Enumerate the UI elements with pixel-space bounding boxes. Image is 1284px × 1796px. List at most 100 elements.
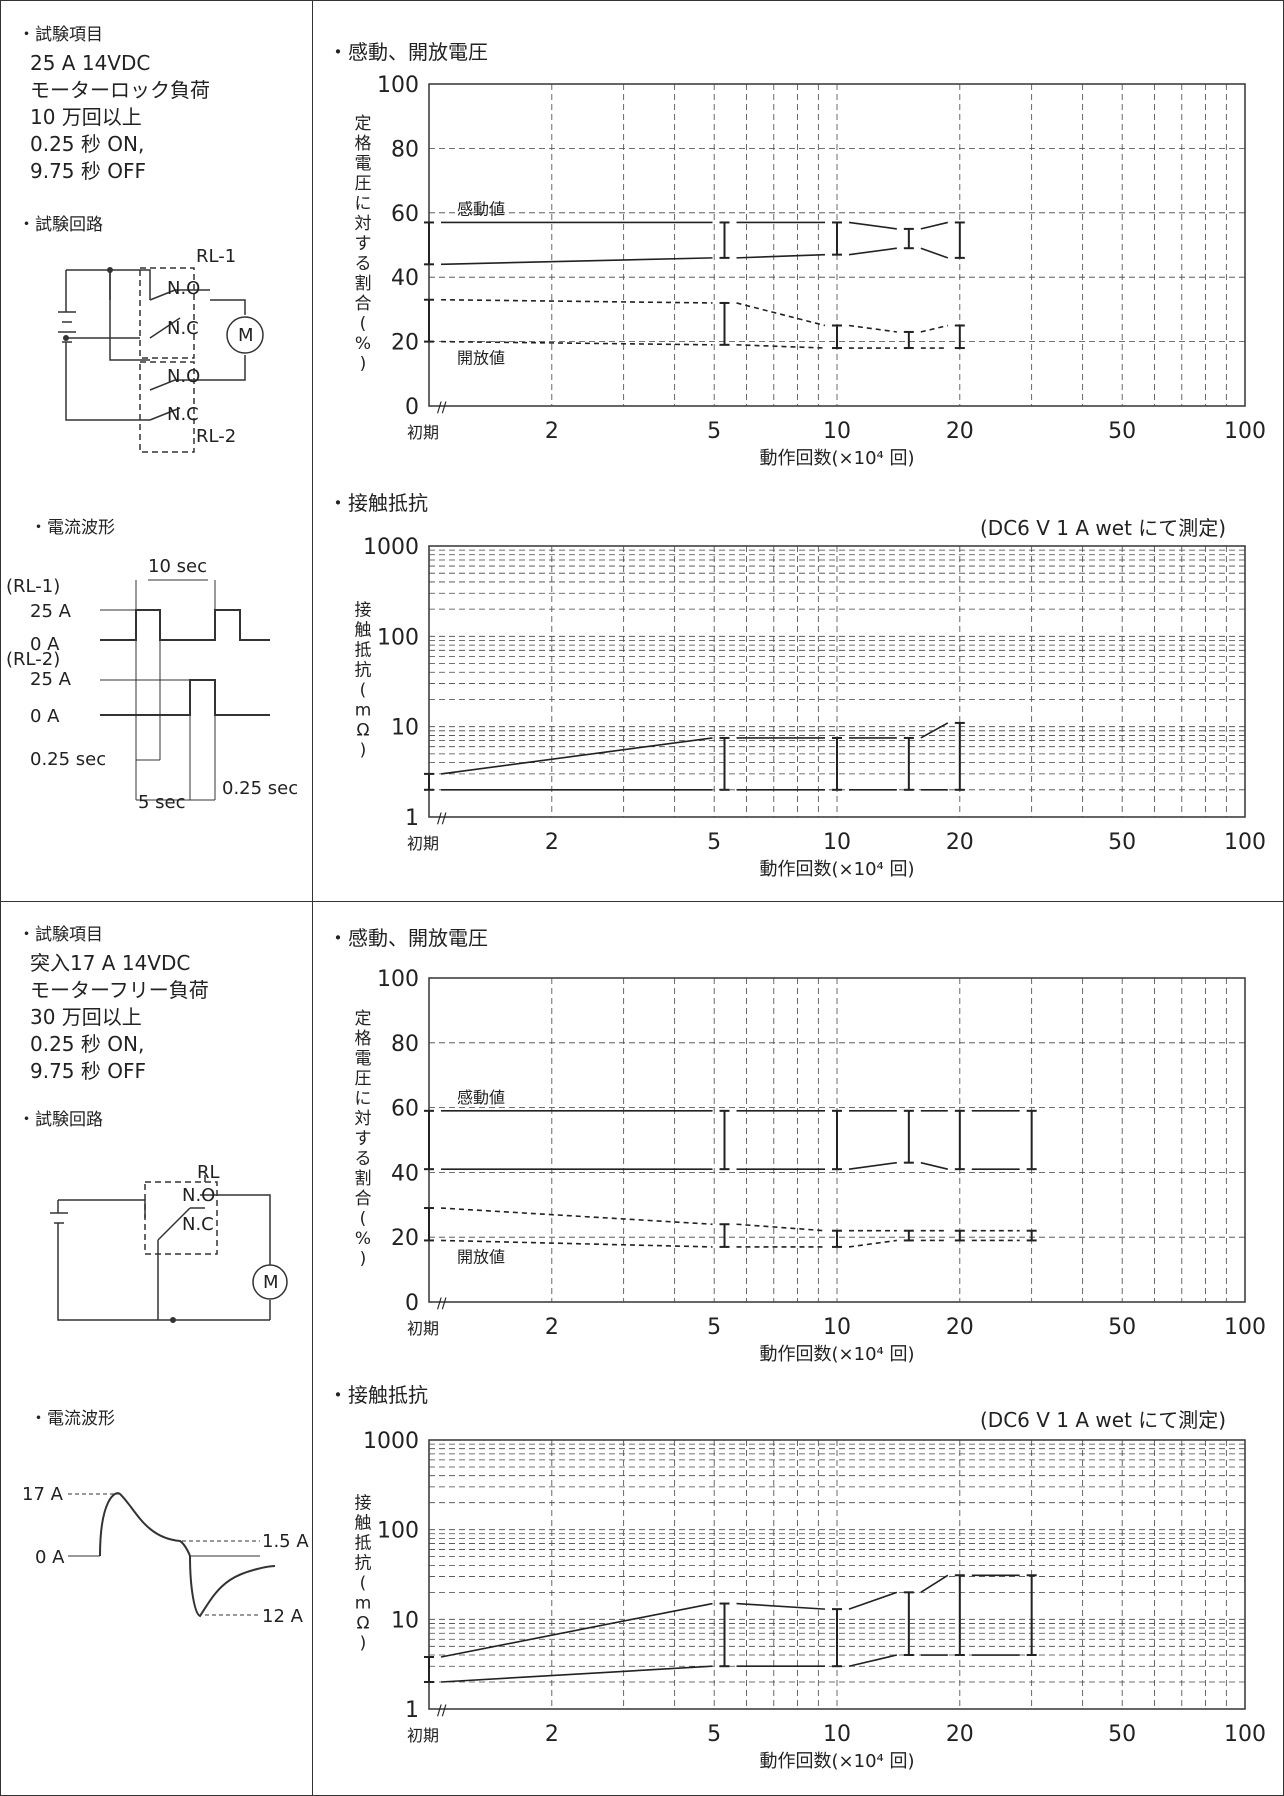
chart4-yaxis-label-char: Ω	[357, 1614, 370, 1634]
chart3-xtick-label: 2	[545, 1315, 559, 1340]
chart3-min-line	[920, 1161, 949, 1170]
s2-motor-label: M	[263, 1272, 279, 1293]
chart1-xaxis-label: 動作回数(×10⁴ 回)	[760, 448, 915, 469]
chart4-xaxis-label: 動作回数(×10⁴ 回)	[760, 1751, 915, 1772]
chart3-ytick-label: 80	[391, 1032, 419, 1057]
chart4-min-line	[848, 1654, 898, 1667]
chart1-yaxis-label-char: 対	[355, 214, 372, 234]
s1-wave-0a-1: 0 A	[30, 634, 60, 655]
s2-circuit-label: ・試験回路	[18, 1110, 103, 1130]
chart3-annotation: 開放値	[457, 1247, 505, 1266]
s1-wave-rl1: (RL-1)	[6, 576, 60, 597]
chart2-axis-break-mark: //	[437, 811, 447, 827]
chart3-yaxis-label-char: る	[355, 1149, 372, 1169]
chart1-yaxis-label-char: 圧	[355, 174, 372, 194]
chart1-ytick-label: 20	[391, 331, 419, 356]
chart1-min-line	[440, 340, 713, 346]
chart3-xtick-label: 初期	[407, 1319, 439, 1338]
chart4-xtick-label: 初期	[407, 1726, 439, 1745]
chart1-ytick-label: 40	[391, 266, 419, 291]
chart1-max-line	[920, 324, 949, 333]
chart1-min-line	[848, 247, 897, 256]
s1-wave-0a-2: 0 A	[30, 706, 60, 727]
chart2-ytick-label: 1	[405, 806, 419, 831]
chart4-yaxis-label-char: (	[360, 1574, 367, 1594]
chart2-ytick-label: 10	[391, 716, 419, 741]
chart4-max-line	[440, 1602, 713, 1658]
chart1-max-line	[440, 298, 713, 304]
chart1-annotation: 開放値	[457, 349, 505, 368]
chart4-title: ・接触抵抗	[328, 1383, 428, 1407]
chart1-xtick-label: 20	[946, 419, 974, 444]
chart4-max-line	[848, 1591, 898, 1610]
chart2-yaxis-label-char: (	[360, 681, 367, 701]
chart3-yaxis-label-char: 格	[355, 1029, 372, 1049]
chart3-yaxis-label-char: 合	[355, 1189, 372, 1209]
chart3-title: ・感動、開放電圧	[328, 926, 488, 950]
chart1-max-line	[848, 221, 897, 230]
chart2-xtick-label: 5	[707, 830, 721, 855]
s2-spec-line: 30 万回以上	[30, 1005, 142, 1029]
chart2-xtick-label: 初期	[407, 834, 439, 853]
chart1-yaxis-label-char: 定	[355, 114, 372, 134]
chart4-ytick-label: 100	[377, 1519, 419, 1544]
chart3-xtick-label: 5	[707, 1315, 721, 1340]
chart4-ytick-label: 1000	[363, 1429, 419, 1454]
s2-rl-label: RL	[197, 1162, 220, 1183]
s2-test-item-label: ・試験項目	[18, 925, 103, 945]
chart4-ytick-label: 10	[391, 1608, 419, 1633]
chart2-max-line	[440, 737, 713, 775]
chart2-yaxis-label-char: )	[360, 741, 367, 761]
chart3-yaxis-label-char: 電	[355, 1049, 372, 1069]
s1-nc1-label: N.C	[167, 318, 199, 339]
chart1-max-line	[920, 221, 949, 230]
s2-nc-label: N.C	[182, 1214, 214, 1235]
s2-waveform-label: ・電流波形	[30, 1409, 115, 1429]
chart3-yaxis-label-char: 対	[355, 1109, 372, 1129]
s2-spec-line: 0.25 秒 ON,	[30, 1032, 145, 1056]
chart3-xtick-label: 100	[1224, 1315, 1266, 1340]
chart2-yaxis-label-char: 抗	[355, 661, 372, 681]
chart4-yaxis-label-char: 接	[355, 1494, 372, 1514]
s1-wave-25a-1: 25 A	[30, 601, 72, 622]
chart1-yaxis-label-char: (	[360, 314, 367, 334]
column-divider	[312, 0, 313, 1796]
chart1-ytick-label: 60	[391, 202, 419, 227]
s1-wave-t3: 0.25 sec	[222, 778, 298, 799]
chart2-yaxis-label-char: 抵	[355, 641, 372, 661]
chart2-xtick-label: 10	[823, 830, 851, 855]
chart4-xtick-label: 20	[946, 1722, 974, 1747]
chart4-max-line	[920, 1574, 949, 1594]
s2-spec-line: モーターフリー負荷	[30, 978, 209, 1002]
chart1-annotation: 感動値	[457, 199, 505, 218]
chart2-note: (DC6 V 1 A wet にて測定)	[980, 516, 1227, 540]
chart1-yaxis-label-char: に	[355, 194, 372, 214]
chart3-xtick-label: 10	[823, 1315, 851, 1340]
chart1-max-line	[736, 302, 826, 327]
chart3-max-line	[736, 1223, 826, 1232]
chart2-ytick-label: 1000	[363, 535, 419, 560]
s2-spec-line: 9.75 秒 OFF	[30, 1059, 146, 1083]
chart2-max-line	[920, 722, 949, 739]
s1-rl2-label: RL-2	[196, 426, 236, 447]
s2-spec-line: 突入17 A 14VDC	[30, 951, 191, 975]
chart3-ytick-label: 20	[391, 1226, 419, 1251]
chart4-yaxis-label-char: m	[355, 1594, 372, 1614]
chart3-yaxis-label-char: )	[360, 1249, 367, 1269]
chart2-yaxis-label-char: Ω	[357, 721, 370, 741]
chart1-xtick-label: 2	[545, 419, 559, 444]
s1-motor-label: M	[238, 325, 254, 346]
chart3-xtick-label: 50	[1108, 1315, 1136, 1340]
s2-wave-mid: 1.5 A	[262, 1531, 309, 1552]
s1-spec-line: モーターロック負荷	[30, 78, 210, 102]
chart1-axis-break-mark: //	[437, 400, 447, 416]
chart4-xtick-label: 10	[823, 1722, 851, 1747]
chart3-ytick-label: 60	[391, 1097, 419, 1122]
chart3-yaxis-label-char: 定	[355, 1009, 372, 1029]
chart2-xtick-label: 50	[1108, 830, 1136, 855]
s1-rl1-label: RL-1	[196, 246, 236, 267]
